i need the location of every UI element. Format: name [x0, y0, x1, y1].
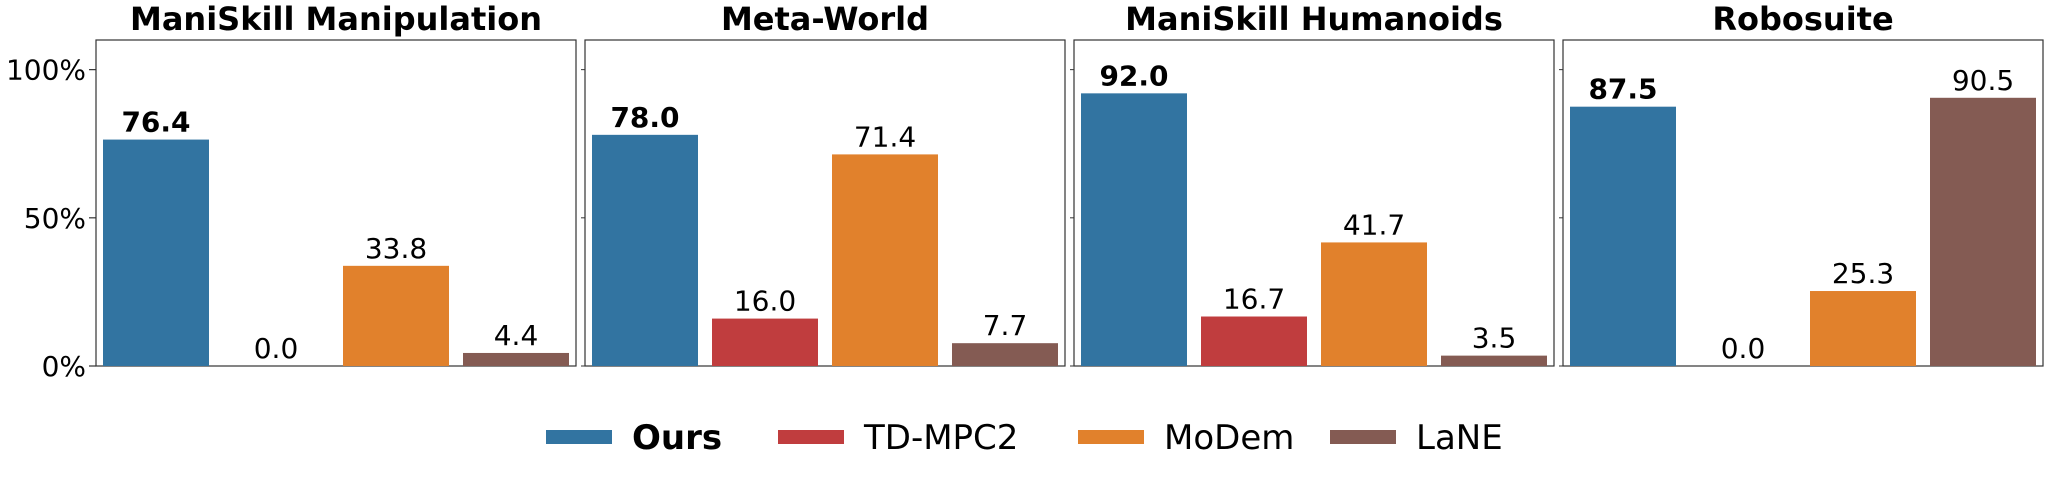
- chart-panel: ManiSkill Manipulation 76.4 0.0 33.8 4.4: [95, 0, 577, 367]
- bar: [343, 265, 449, 366]
- y-tick-label: 0%: [42, 350, 86, 383]
- data-label: 0.0: [254, 332, 299, 365]
- panel-title: Robosuite: [1712, 0, 1893, 38]
- chart-panels: ManiSkill Manipulation 76.4 0.0 33.8 4.4 Meta…: [95, 0, 2044, 367]
- legend: Ours TD-MPC2 MoDem LaNE: [546, 418, 1503, 458]
- legend-label: LaNE: [1416, 418, 1503, 458]
- bar: [832, 154, 938, 366]
- bar: [1930, 97, 2036, 367]
- data-label: 25.3: [1832, 257, 1894, 290]
- data-label: 92.0: [1099, 59, 1168, 92]
- y-tick-label: 100%: [6, 54, 86, 87]
- data-label: 41.7: [1343, 208, 1405, 241]
- panel-title: ManiSkill Manipulation: [130, 0, 542, 38]
- bar: [712, 318, 818, 366]
- legend-item: TD-MPC2: [778, 418, 1018, 458]
- data-label: 87.5: [1588, 73, 1657, 106]
- bar: [1201, 316, 1307, 366]
- y-axis: 0% 50% 100%: [6, 54, 96, 383]
- panel-title: ManiSkill Humanoids: [1125, 0, 1503, 38]
- bar: [1810, 291, 1916, 366]
- chart-panel: ManiSkill Humanoids 92.0 16.7 41.7 3.5: [1070, 0, 1555, 367]
- bar: [1081, 93, 1187, 366]
- bar: [463, 352, 569, 366]
- bar: [592, 134, 698, 366]
- panel-frame: [1073, 39, 1555, 367]
- panel-title: Meta-World: [721, 0, 929, 38]
- legend-swatch: [1330, 430, 1396, 444]
- data-label: 78.0: [610, 101, 679, 134]
- data-label: 16.0: [734, 285, 796, 318]
- panel-frame: [584, 39, 1066, 367]
- bar: [952, 343, 1058, 366]
- data-label: 3.5: [1472, 322, 1517, 355]
- panel-frame: [95, 39, 577, 367]
- data-label: 16.7: [1223, 283, 1285, 316]
- legend-swatch: [778, 430, 844, 444]
- data-label: 4.4: [494, 319, 539, 352]
- chart-panel: Meta-World 78.0 16.0 71.4 7.7: [581, 0, 1066, 367]
- legend-label: Ours: [632, 418, 722, 458]
- legend-label: TD-MPC2: [863, 418, 1018, 458]
- data-label: 76.4: [121, 106, 190, 139]
- bar: [1441, 355, 1547, 366]
- legend-swatch: [546, 430, 612, 444]
- legend-swatch: [1078, 430, 1144, 444]
- legend-item: MoDem: [1078, 418, 1294, 458]
- bar: [1570, 106, 1676, 366]
- data-label: 71.4: [854, 120, 916, 153]
- data-label: 7.7: [983, 309, 1028, 342]
- y-tick-label: 50%: [24, 202, 86, 235]
- chart-panel: Robosuite 87.5 0.0 25.3 90.5: [1559, 0, 2044, 367]
- data-label: 90.5: [1952, 64, 2014, 97]
- bar: [1321, 242, 1427, 366]
- data-label: 0.0: [1721, 332, 1766, 365]
- data-label: 33.8: [365, 232, 427, 265]
- legend-label: MoDem: [1164, 418, 1294, 458]
- legend-item: LaNE: [1330, 418, 1503, 458]
- legend-item: Ours: [546, 418, 722, 458]
- bar: [103, 139, 209, 366]
- panel-frame: [1562, 39, 2044, 367]
